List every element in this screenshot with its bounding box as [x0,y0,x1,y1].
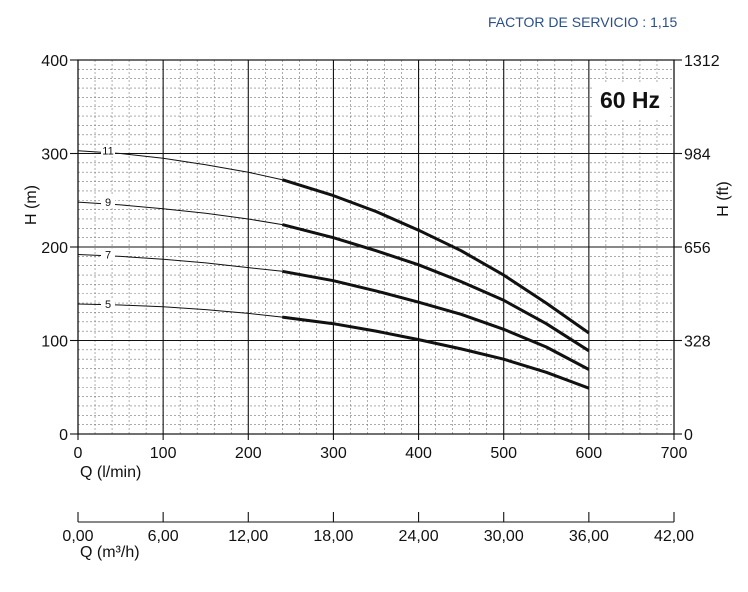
curve-label-5: 5 [105,299,111,311]
y-axis-title-left: H (m) [23,185,40,225]
curve-label-bg [101,196,115,209]
curve-5-operating [282,315,590,390]
curve-label-bg [101,298,115,311]
secondary-x-tick-label: 36,00 [569,528,609,545]
secondary-x-tick-label: 0,00 [62,528,93,545]
x-tick-label: 100 [150,445,177,462]
x-tick-label: 600 [576,445,603,462]
curve-label-11: 11 [102,146,113,158]
service-factor-note: FACTOR DE SERVICIO : 1,15 [488,14,678,30]
y-tick-label-right: 0 [684,427,693,444]
secondary-x-tick-label: 24,00 [399,528,439,545]
y-tick-label-left: 0 [59,427,68,444]
frequency-label: 60 Hz [592,82,668,118]
y-tick-label-right: 656 [684,240,711,257]
y-axis-title-right: H (ft) [715,181,732,217]
curve-7-operating [282,269,590,371]
curve-11-operating [281,178,590,335]
y-tick-label-left: 400 [41,53,68,70]
y-tick-label-left: 200 [41,240,68,257]
x-tick-label: 200 [235,445,262,462]
x-tick-label: 500 [490,445,517,462]
curve-label-9: 9 [105,197,111,209]
secondary-x-tick-label: 12,00 [228,528,268,545]
y-tick-label-right: 984 [684,147,711,164]
secondary-x-tick-label: 18,00 [313,528,353,545]
x-tick-label: 400 [405,445,432,462]
secondary-x-tick-label: 30,00 [484,528,524,545]
y-tick-label-left: 300 [41,147,68,164]
x-axis-title: Q (l/min) [80,464,142,481]
curve-label-bg [101,144,115,157]
x-tick-label: 0 [74,445,83,462]
secondary-x-tick-label: 42,00 [654,528,694,545]
secondary-x-tick-label: 6,00 [148,528,179,545]
curve-label-bg [101,248,115,261]
curve-9-operating [281,223,590,353]
y-tick-label-right: 1312 [684,53,720,70]
x-tick-label: 300 [320,445,347,462]
x-tick-label: 700 [661,445,688,462]
curve-label-7: 7 [105,249,111,261]
y-tick-label-right: 328 [684,334,711,351]
x-axis-title-secondary: Q (m³/h) [80,544,140,561]
y-tick-label-left: 100 [41,334,68,351]
